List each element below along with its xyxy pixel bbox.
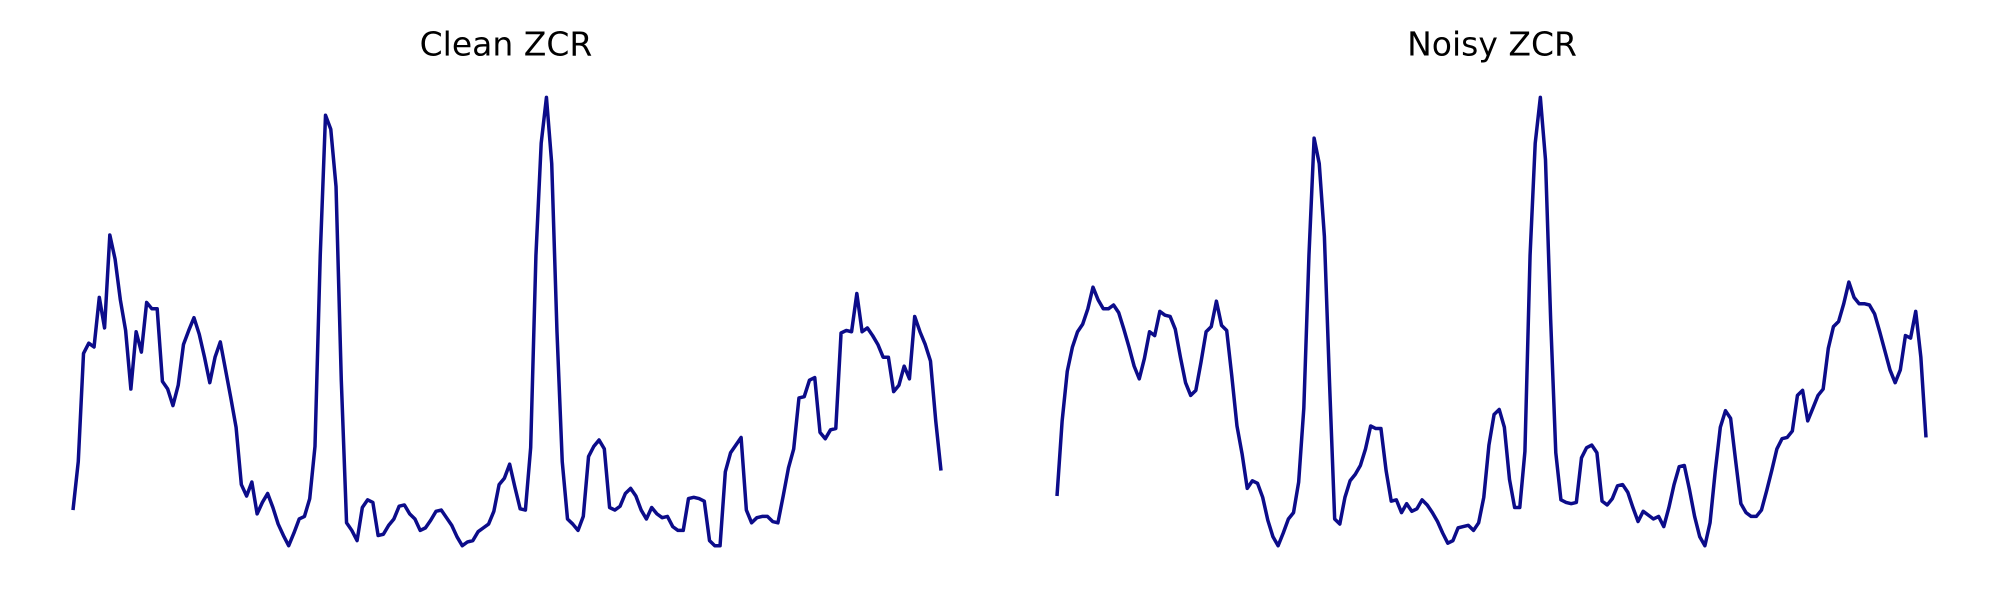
chart-title: Clean ZCR — [420, 25, 593, 64]
chart-title: Noisy ZCR — [1407, 25, 1577, 64]
data-line — [71, 95, 943, 548]
data-line — [1055, 95, 1928, 548]
